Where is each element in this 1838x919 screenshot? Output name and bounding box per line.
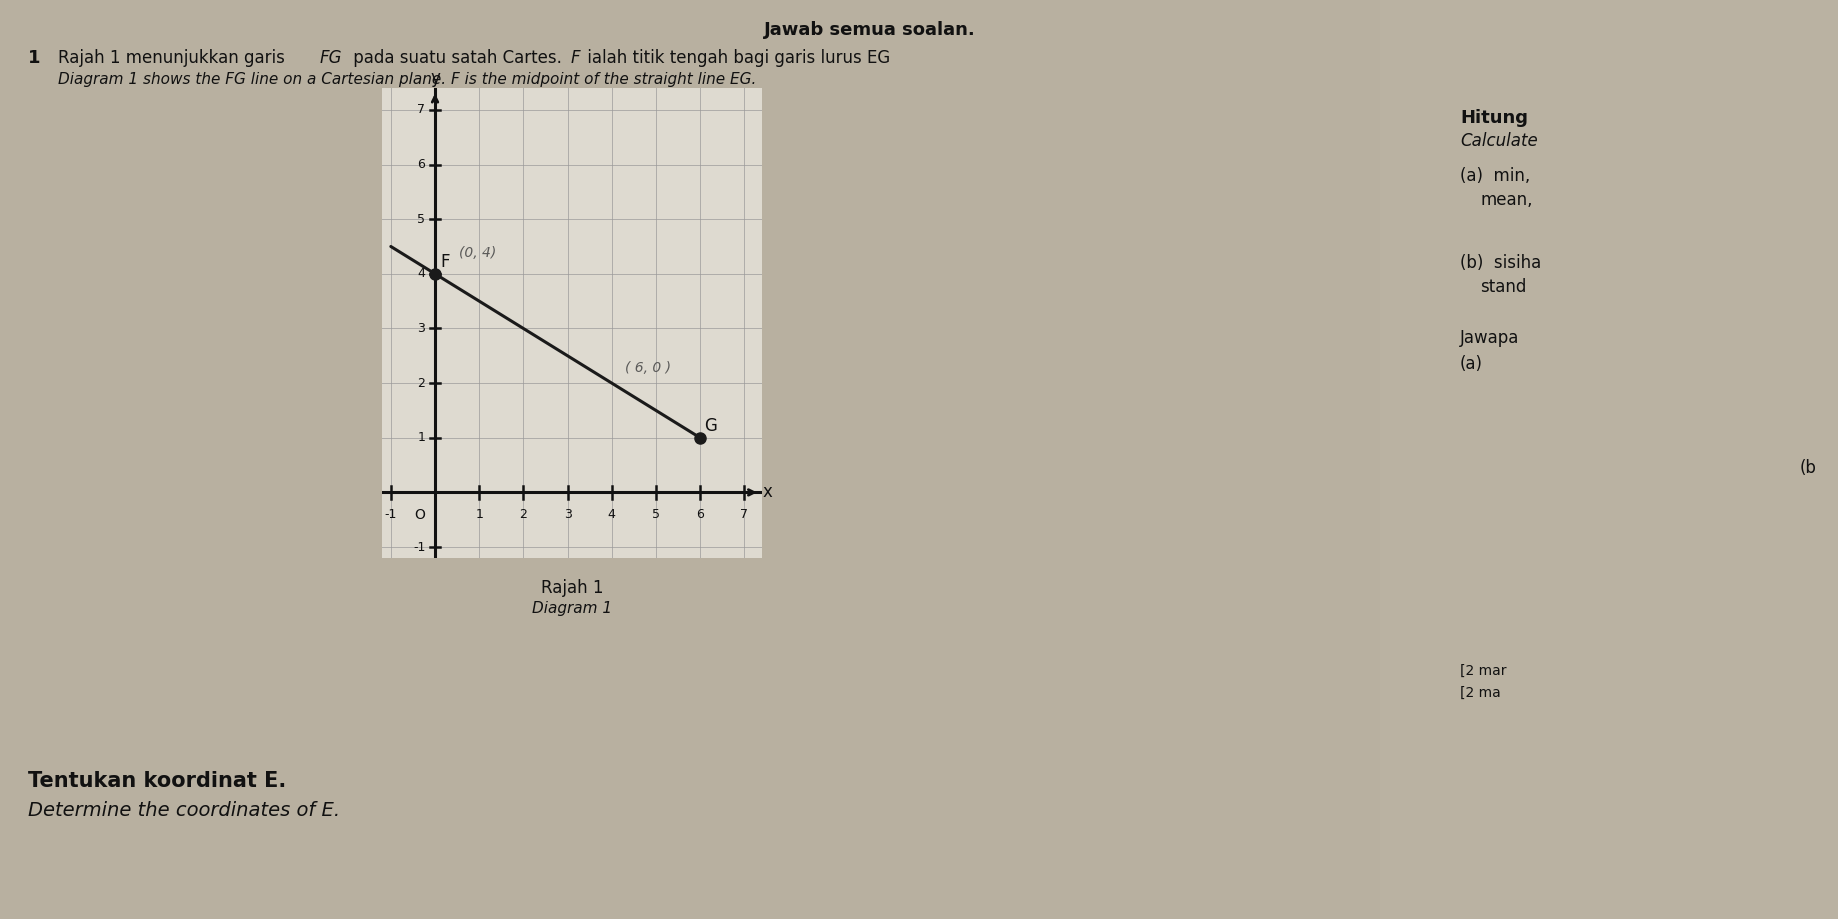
Text: (b: (b xyxy=(1799,459,1818,477)
Text: Hitung: Hitung xyxy=(1459,109,1527,127)
Text: Jawab semua soalan.: Jawab semua soalan. xyxy=(765,21,976,39)
Text: 3: 3 xyxy=(417,322,425,335)
Text: ( 6, 0 ): ( 6, 0 ) xyxy=(625,361,671,375)
Text: 2: 2 xyxy=(520,507,528,521)
Text: 6: 6 xyxy=(417,158,425,171)
Text: -1: -1 xyxy=(414,540,425,553)
Text: Diagram 1: Diagram 1 xyxy=(531,601,612,616)
Text: 4: 4 xyxy=(417,267,425,280)
Text: ialah titik tengah bagi garis lurus EG: ialah titik tengah bagi garis lurus EG xyxy=(583,49,890,67)
Text: 2: 2 xyxy=(417,377,425,390)
Text: 5: 5 xyxy=(652,507,660,521)
Text: Rajah 1 menunjukkan garis: Rajah 1 menunjukkan garis xyxy=(59,49,290,67)
Text: Determine the coordinates of E.: Determine the coordinates of E. xyxy=(28,801,340,820)
Text: 7: 7 xyxy=(417,103,425,117)
Text: 3: 3 xyxy=(564,507,572,521)
Text: Jawapa: Jawapa xyxy=(1459,329,1520,347)
Text: Diagram 1 shows the FG line on a Cartesian plane. F is the midpoint of the strai: Diagram 1 shows the FG line on a Cartesi… xyxy=(59,72,757,87)
Text: 6: 6 xyxy=(697,507,704,521)
Text: 1: 1 xyxy=(476,507,483,521)
Text: F: F xyxy=(441,253,450,271)
Text: [2 ma: [2 ma xyxy=(1459,686,1502,700)
Text: Tentukan koordinat E.: Tentukan koordinat E. xyxy=(28,771,287,791)
Text: 5: 5 xyxy=(417,212,425,226)
Text: y: y xyxy=(430,69,439,87)
Text: 7: 7 xyxy=(741,507,748,521)
Text: Rajah 1: Rajah 1 xyxy=(540,579,603,597)
Text: (a)  min,: (a) min, xyxy=(1459,167,1531,185)
Bar xyxy=(1380,0,1838,919)
Text: F: F xyxy=(572,49,581,67)
Text: (b)  sisiha: (b) sisiha xyxy=(1459,254,1542,272)
Text: (a): (a) xyxy=(1459,355,1483,373)
Text: stand: stand xyxy=(1480,278,1526,296)
Text: O: O xyxy=(414,507,425,522)
Text: [2 mar: [2 mar xyxy=(1459,664,1507,678)
Text: FG: FG xyxy=(320,49,342,67)
Text: pada suatu satah Cartes.: pada suatu satah Cartes. xyxy=(347,49,568,67)
Text: mean,: mean, xyxy=(1480,191,1533,209)
Text: G: G xyxy=(704,417,717,435)
Text: (0, 4): (0, 4) xyxy=(460,246,496,260)
Text: 1: 1 xyxy=(417,431,425,444)
Text: 1: 1 xyxy=(28,49,40,67)
Text: Calculate: Calculate xyxy=(1459,132,1538,150)
Text: -1: -1 xyxy=(384,507,397,521)
Text: 4: 4 xyxy=(608,507,616,521)
Text: x: x xyxy=(763,483,772,502)
